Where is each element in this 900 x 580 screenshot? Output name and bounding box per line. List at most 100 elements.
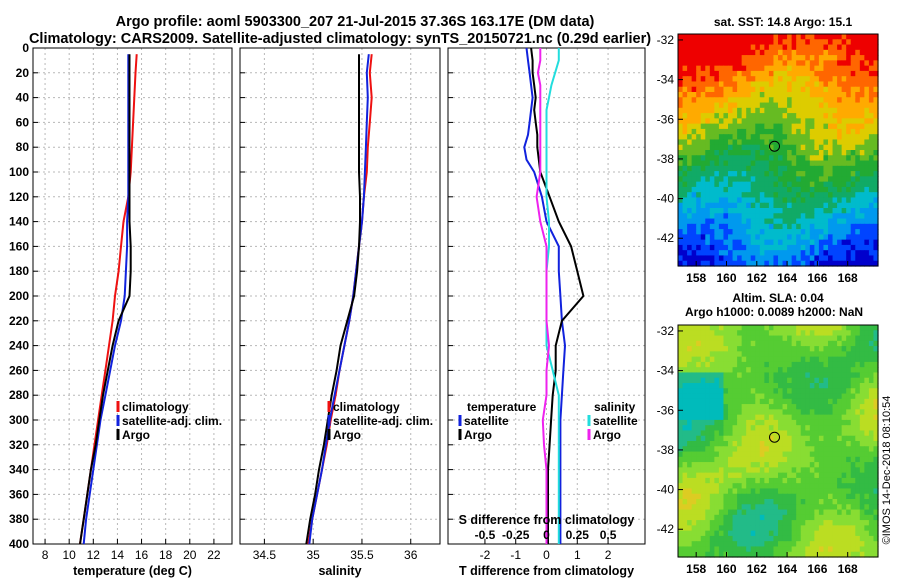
map-cell (778, 404, 784, 410)
temperature-legend-label: Argo (122, 428, 150, 442)
map-cell (723, 144, 729, 151)
map-cell (741, 361, 747, 368)
map-cell (841, 435, 847, 442)
map-cell (764, 39, 770, 46)
map-cell (714, 335, 720, 342)
map-cell (846, 250, 852, 257)
map-cell (787, 155, 793, 162)
map-cell (805, 186, 811, 193)
map-cell (864, 477, 870, 484)
map-cell (728, 499, 734, 505)
map-cell (696, 60, 702, 67)
map-cell (782, 372, 788, 379)
map-cell (755, 325, 761, 331)
map-cell (796, 92, 802, 98)
map-cell (696, 155, 702, 162)
map-cell (791, 197, 797, 204)
map-cell (682, 34, 688, 40)
map-cell (837, 123, 843, 130)
map-cell (764, 234, 770, 241)
map-cell (796, 483, 802, 490)
map-cell (723, 535, 729, 542)
map-cell (696, 514, 702, 521)
map-cell (814, 139, 820, 146)
map-cell (855, 150, 861, 156)
map-cell (773, 509, 779, 516)
map-cell (691, 92, 697, 98)
map-cell (691, 493, 697, 500)
map-cell (778, 239, 784, 246)
map-cell (837, 404, 843, 410)
map-cell (868, 197, 875, 204)
map-cell (737, 393, 743, 400)
map-cell (709, 509, 715, 516)
map-cell (828, 325, 834, 331)
map-cell (841, 260, 847, 267)
map-cell (782, 361, 788, 368)
map-cell (773, 377, 779, 384)
map-cell (691, 229, 697, 235)
map-cell (705, 250, 711, 257)
map-cell (750, 128, 756, 135)
map-cell (705, 213, 711, 220)
map-cell (714, 128, 720, 135)
map-cell (759, 70, 765, 77)
map-cell (778, 462, 784, 468)
map-cell (828, 367, 834, 374)
map-cell (741, 44, 747, 51)
map-cell (682, 44, 688, 51)
map-cell (873, 192, 879, 199)
map-cell (864, 86, 870, 93)
map-cell (746, 244, 752, 251)
map-cell (728, 223, 734, 230)
map-cell (705, 340, 711, 347)
map-cell (764, 144, 770, 151)
map-cell (768, 171, 775, 177)
map-cell (750, 171, 756, 177)
map-cell (759, 493, 765, 500)
map-cell (728, 446, 734, 453)
map-cell (768, 351, 775, 358)
map-cell (691, 398, 697, 405)
map-cell (678, 351, 684, 358)
map-cell (718, 477, 725, 484)
map-cell (787, 70, 793, 77)
map-cell (818, 202, 825, 209)
map-cell (818, 197, 825, 204)
map-cell (678, 150, 684, 156)
map-cell (814, 86, 820, 93)
map-cell (841, 102, 847, 109)
map-cell (828, 81, 834, 88)
map-cell (828, 208, 834, 214)
map-cell (764, 176, 770, 183)
map-cell (800, 165, 806, 172)
map-cell (691, 462, 697, 468)
map-cell (855, 430, 861, 437)
map-cell (678, 197, 684, 204)
depth-tick-label: 120 (9, 190, 29, 204)
map-cell (787, 250, 793, 257)
map-cell (768, 435, 775, 442)
map-cell (814, 223, 820, 230)
map-cell (741, 325, 747, 331)
map-cell (791, 330, 797, 337)
map-cell (841, 493, 847, 500)
map-cell (773, 92, 779, 98)
map-cell (778, 128, 784, 135)
map-cell (682, 92, 688, 98)
map-cell (714, 81, 720, 88)
map-cell (759, 361, 765, 368)
map-cell (855, 255, 861, 262)
map-cell (873, 144, 879, 151)
map-cell (864, 535, 870, 542)
map-cell (846, 472, 852, 479)
map-cell (768, 155, 775, 162)
map-cell (782, 393, 788, 400)
map-cell (823, 192, 829, 199)
map-cell (768, 197, 775, 204)
map-cell (800, 55, 806, 61)
map-cell (705, 435, 711, 442)
map-cell (805, 34, 811, 40)
map-cell (859, 239, 865, 246)
map-cell (773, 356, 779, 363)
